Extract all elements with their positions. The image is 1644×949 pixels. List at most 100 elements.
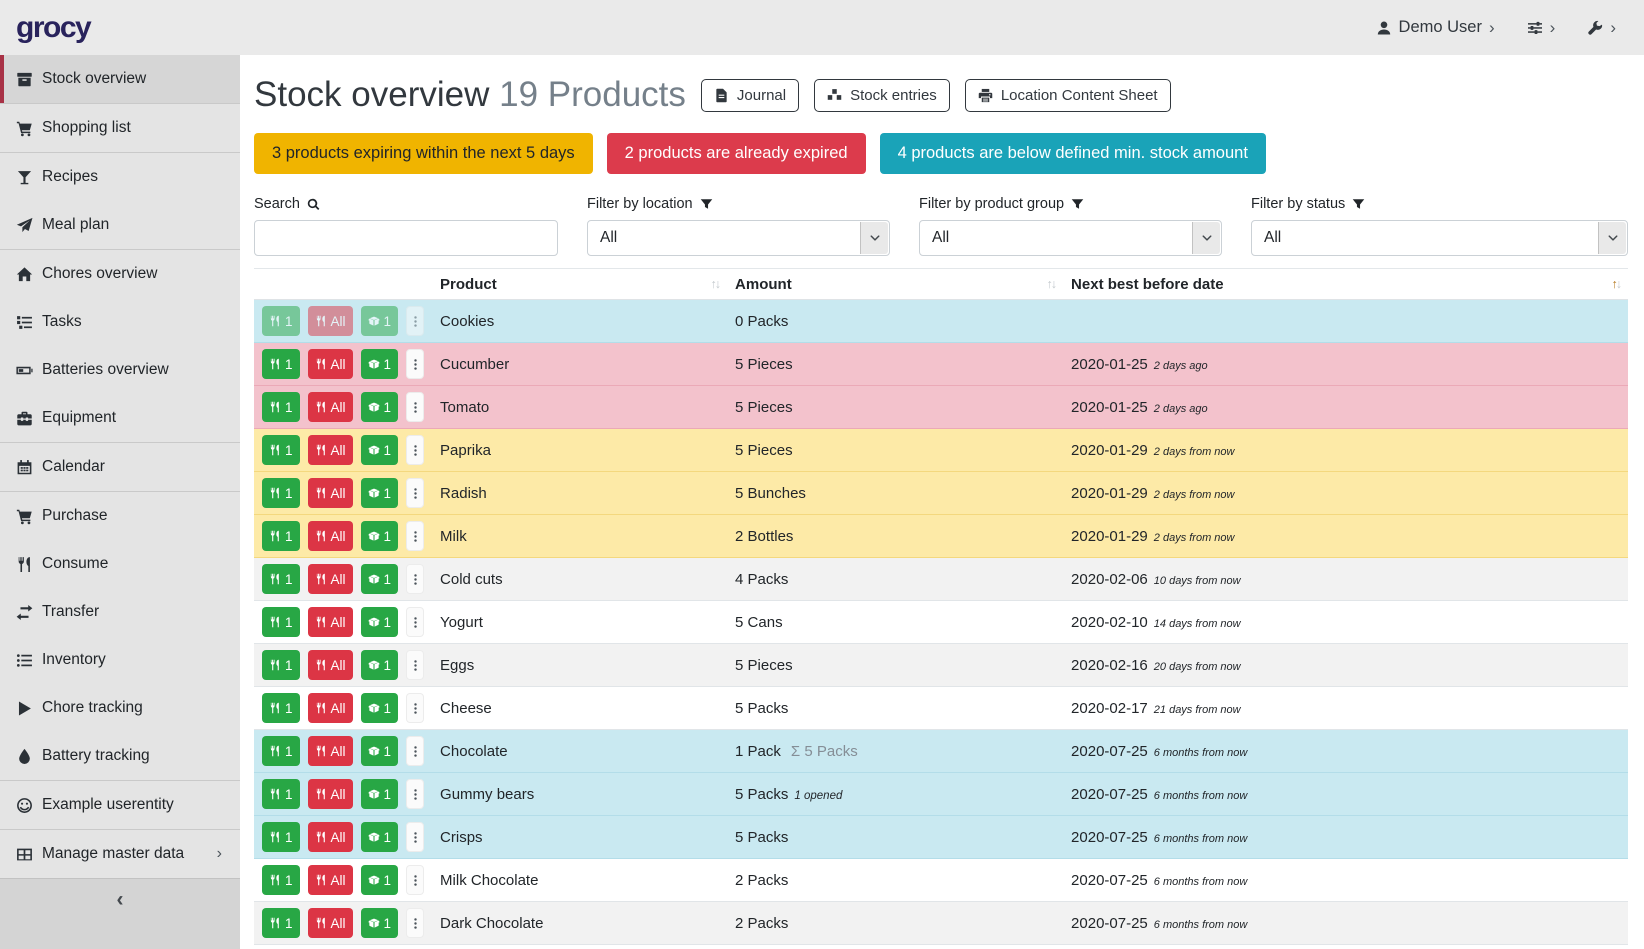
open-one-button[interactable]: 1 [360,607,399,637]
consume-all-button[interactable]: All [307,650,353,680]
consume-all-button[interactable]: All [307,349,353,379]
settings-menu[interactable]: › [1527,19,1555,36]
amount-value: 5 Cans [735,613,783,631]
consume-one-button[interactable]: 1 [262,736,300,766]
consume-all-button[interactable]: All [307,779,353,809]
stock-entries-button[interactable]: Stock entries [814,78,950,112]
row-menu-button[interactable] [406,349,425,379]
consume-one-button[interactable]: 1 [262,865,300,895]
admin-menu[interactable]: › [1587,19,1616,36]
consume-one-button[interactable]: 1 [262,607,300,637]
row-menu-button[interactable] [406,521,425,551]
open-one-button[interactable]: 1 [360,693,399,723]
open-one-button[interactable]: 1 [360,392,399,422]
sidebar-item-tasks[interactable]: Tasks [0,298,240,346]
sidebar-collapse-button[interactable]: ‹ [0,878,240,949]
product-column-header[interactable]: Product ↑↓ [432,268,728,300]
open-one-button[interactable]: 1 [360,435,399,465]
consume-one-button[interactable]: 1 [262,392,300,422]
sidebar-item-equipment[interactable]: Equipment [0,394,240,442]
consume-one-button[interactable]: 1 [262,650,300,680]
sidebar-item-calendar[interactable]: Calendar [0,443,240,491]
sidebar-item-inventory[interactable]: Inventory [0,636,240,684]
consume-all-button[interactable]: All [307,693,353,723]
consume-one-button[interactable]: 1 [262,908,300,938]
best-before-cell: 2020-02-06 10 days from now [1063,557,1628,601]
open-one-button[interactable]: 1 [360,349,399,379]
sidebar-item-chore-tracking[interactable]: Chore tracking [0,684,240,732]
sidebar-item-battery-tracking[interactable]: Battery tracking [0,732,240,780]
open-one-button[interactable]: 1 [360,521,399,551]
search-input[interactable] [254,220,558,256]
open-one-button[interactable]: 1 [360,865,399,895]
consume-all-button[interactable]: All [307,392,353,422]
row-menu-button[interactable] [406,392,425,422]
best-before-cell: 2020-02-16 20 days from now [1063,643,1628,687]
consume-all-button[interactable]: All [307,435,353,465]
sidebar-item-chores-overview[interactable]: Chores overview [0,250,240,298]
sidebar-item-stock-overview[interactable]: Stock overview [0,55,240,103]
consume-one-button[interactable]: 1 [262,478,300,508]
row-menu-button[interactable] [406,865,425,895]
consume-one-button[interactable]: 1 [262,822,300,852]
consume-one-button[interactable]: 1 [262,564,300,594]
status-select[interactable]: All [1251,220,1628,256]
row-menu-button[interactable] [406,650,425,680]
sidebar-item-purchase[interactable]: Purchase [0,492,240,540]
amount-cell: 5 Packs [727,686,1064,730]
consume-one-button[interactable]: 1 [262,693,300,723]
open-one-button[interactable]: 1 [360,564,399,594]
sidebar-item-transfer[interactable]: Transfer [0,588,240,636]
open-one-button[interactable]: 1 [360,306,399,336]
expiring-products-alert[interactable]: 3 products expiring within the next 5 da… [254,133,593,174]
sidebar-item-batteries-overview[interactable]: Batteries overview [0,346,240,394]
journal-button[interactable]: Journal [700,78,800,112]
consume-all-button[interactable]: All [307,736,353,766]
consume-one-button[interactable]: 1 [262,521,300,551]
location-content-sheet-button[interactable]: Location Content Sheet [964,78,1171,112]
sidebar-item-meal-plan[interactable]: Meal plan [0,201,240,249]
row-menu-button[interactable] [406,908,425,938]
user-menu[interactable]: Demo User › [1376,18,1495,37]
open-one-button[interactable]: 1 [360,908,399,938]
next-best-before-date-column-header[interactable]: Next best before date ↑↓ [1063,268,1628,300]
consume-all-button[interactable]: All [307,908,353,938]
consume-all-button[interactable]: All [307,865,353,895]
consume-one-button[interactable]: 1 [262,349,300,379]
consume-all-button[interactable]: All [307,607,353,637]
amount-column-header[interactable]: Amount ↑↓ [727,268,1064,300]
consume-all-button[interactable]: All [307,478,353,508]
row-menu-button[interactable] [406,779,425,809]
sidebar-item-manage-master-data[interactable]: Manage master data › [0,830,240,878]
open-one-button[interactable]: 1 [360,650,399,680]
grocy-logo[interactable]: grocy [16,10,92,44]
consume-one-button[interactable]: 1 [262,435,300,465]
row-menu-button[interactable] [406,693,425,723]
sidebar-item-shopping-list[interactable]: Shopping list [0,104,240,152]
amount-cell: 2 Packs [727,901,1064,945]
product-group-select[interactable]: All [919,220,1222,256]
row-menu-button[interactable] [406,435,425,465]
row-menu-button[interactable] [406,306,425,336]
sidebar-item-example-userentity[interactable]: Example userentity [0,781,240,829]
sidebar-item-recipes[interactable]: Recipes [0,153,240,201]
consume-all-button[interactable]: All [307,521,353,551]
consume-all-button[interactable]: All [307,822,353,852]
row-menu-button[interactable] [406,478,425,508]
consume-all-button[interactable]: All [307,306,353,336]
below-min-stock-alert[interactable]: 4 products are below defined min. stock … [879,133,1266,174]
consume-one-button[interactable]: 1 [262,306,300,336]
open-one-button[interactable]: 1 [360,822,399,852]
open-one-button[interactable]: 1 [360,736,399,766]
row-menu-button[interactable] [406,564,425,594]
expired-products-alert[interactable]: 2 products are already expired [606,133,866,174]
row-menu-button[interactable] [406,822,425,852]
sidebar-item-consume[interactable]: Consume [0,540,240,588]
consume-all-button[interactable]: All [307,564,353,594]
open-one-button[interactable]: 1 [360,478,399,508]
consume-one-button[interactable]: 1 [262,779,300,809]
location-select[interactable]: All [587,220,890,256]
row-menu-button[interactable] [406,736,425,766]
open-one-button[interactable]: 1 [360,779,399,809]
row-menu-button[interactable] [406,607,425,637]
